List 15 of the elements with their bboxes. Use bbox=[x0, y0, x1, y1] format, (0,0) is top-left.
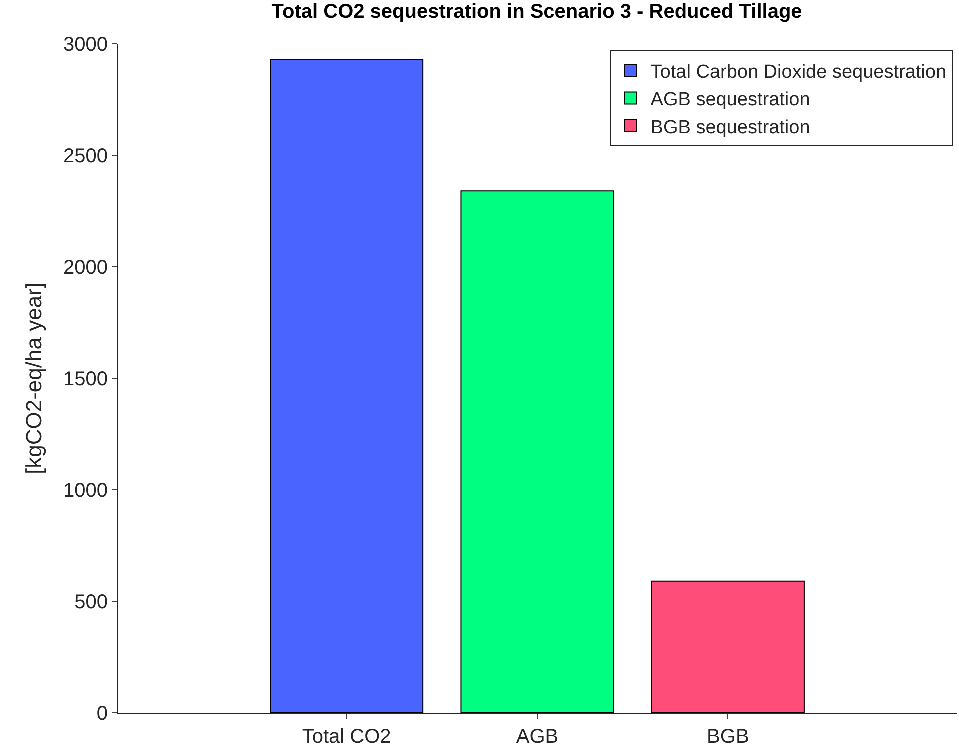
y-tick-label: 3000 bbox=[64, 34, 108, 56]
chart-title: Total CO2 sequestration in Scenario 3 - Reduced Tillage bbox=[272, 0, 802, 23]
y-tick-label: 500 bbox=[74, 592, 108, 614]
x-tick-label: BGB bbox=[707, 726, 750, 748]
legend-label: BGB sequestration bbox=[650, 117, 810, 138]
y-tick-label: 1000 bbox=[64, 480, 108, 502]
x-tick-label: Total CO2 bbox=[302, 726, 392, 748]
y-tick-label: 2000 bbox=[64, 257, 108, 279]
y-tick-label: 2500 bbox=[64, 146, 108, 168]
x-tick-label: AGB bbox=[516, 726, 559, 748]
legend-label: Total Carbon Dioxide sequestration bbox=[650, 62, 947, 83]
y-axis-title: [kgCO2-eq/ha year] bbox=[21, 282, 46, 474]
legend-label: AGB sequestration bbox=[650, 90, 810, 111]
y-tick-label: 1500 bbox=[64, 368, 108, 390]
y-tick-label: 0 bbox=[96, 703, 108, 725]
